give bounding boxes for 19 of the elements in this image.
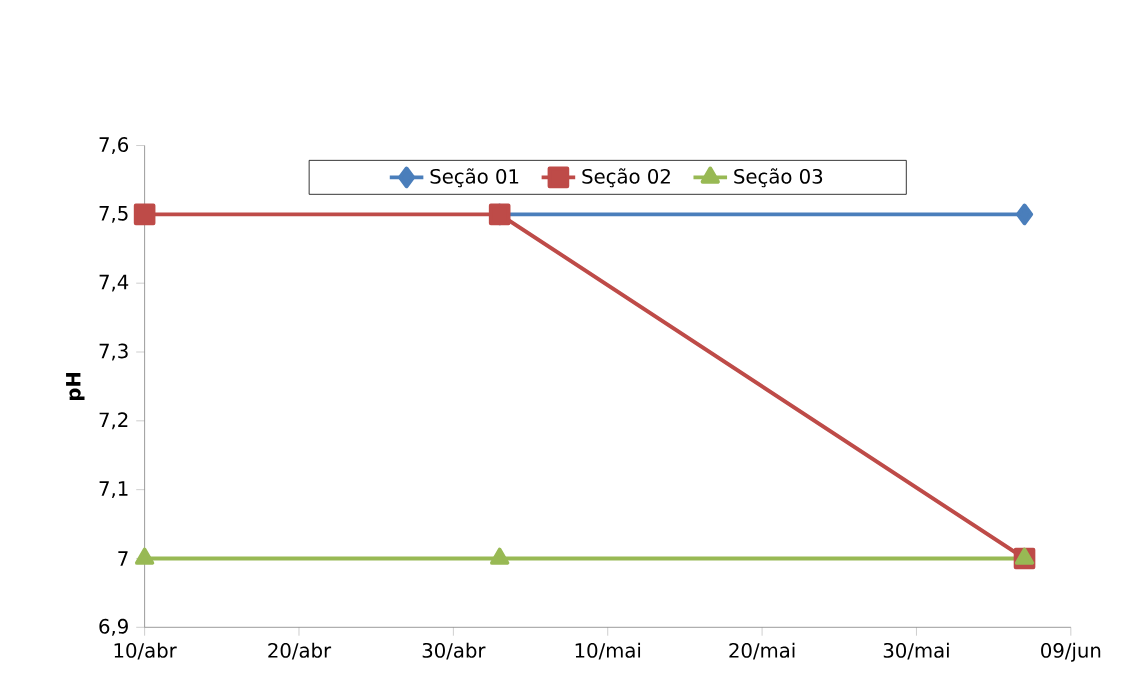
legend-label: Seção 03 (734, 168, 823, 188)
y-tick-label: 7,1 (99, 481, 128, 498)
y-tick-label: 7,2 (99, 412, 128, 430)
x-tick-label: 30/abr (422, 642, 486, 660)
y-axis-title: pH (66, 372, 85, 400)
y-tick-label: 7,5 (99, 205, 128, 223)
x-tick-label: 20/mai (729, 642, 795, 660)
legend-label: Seção 01 (430, 168, 519, 188)
x-tick-label: 30/mai (883, 642, 949, 660)
x-tick-label: 09/jun (1041, 642, 1101, 662)
y-tick-label: 7 (118, 551, 128, 566)
x-tick-label: 10/abr (114, 642, 177, 660)
y-tick-label: 7,6 (99, 136, 129, 154)
y-tick-label: 7,4 (99, 274, 129, 292)
y-tick-label: 7,3 (99, 343, 128, 361)
x-tick-label: 20/abr (268, 642, 332, 660)
legend-label: Seção 02 (582, 168, 670, 188)
x-tick-label: 10/mai (575, 642, 641, 660)
y-tick-label: 6,9 (99, 618, 128, 636)
